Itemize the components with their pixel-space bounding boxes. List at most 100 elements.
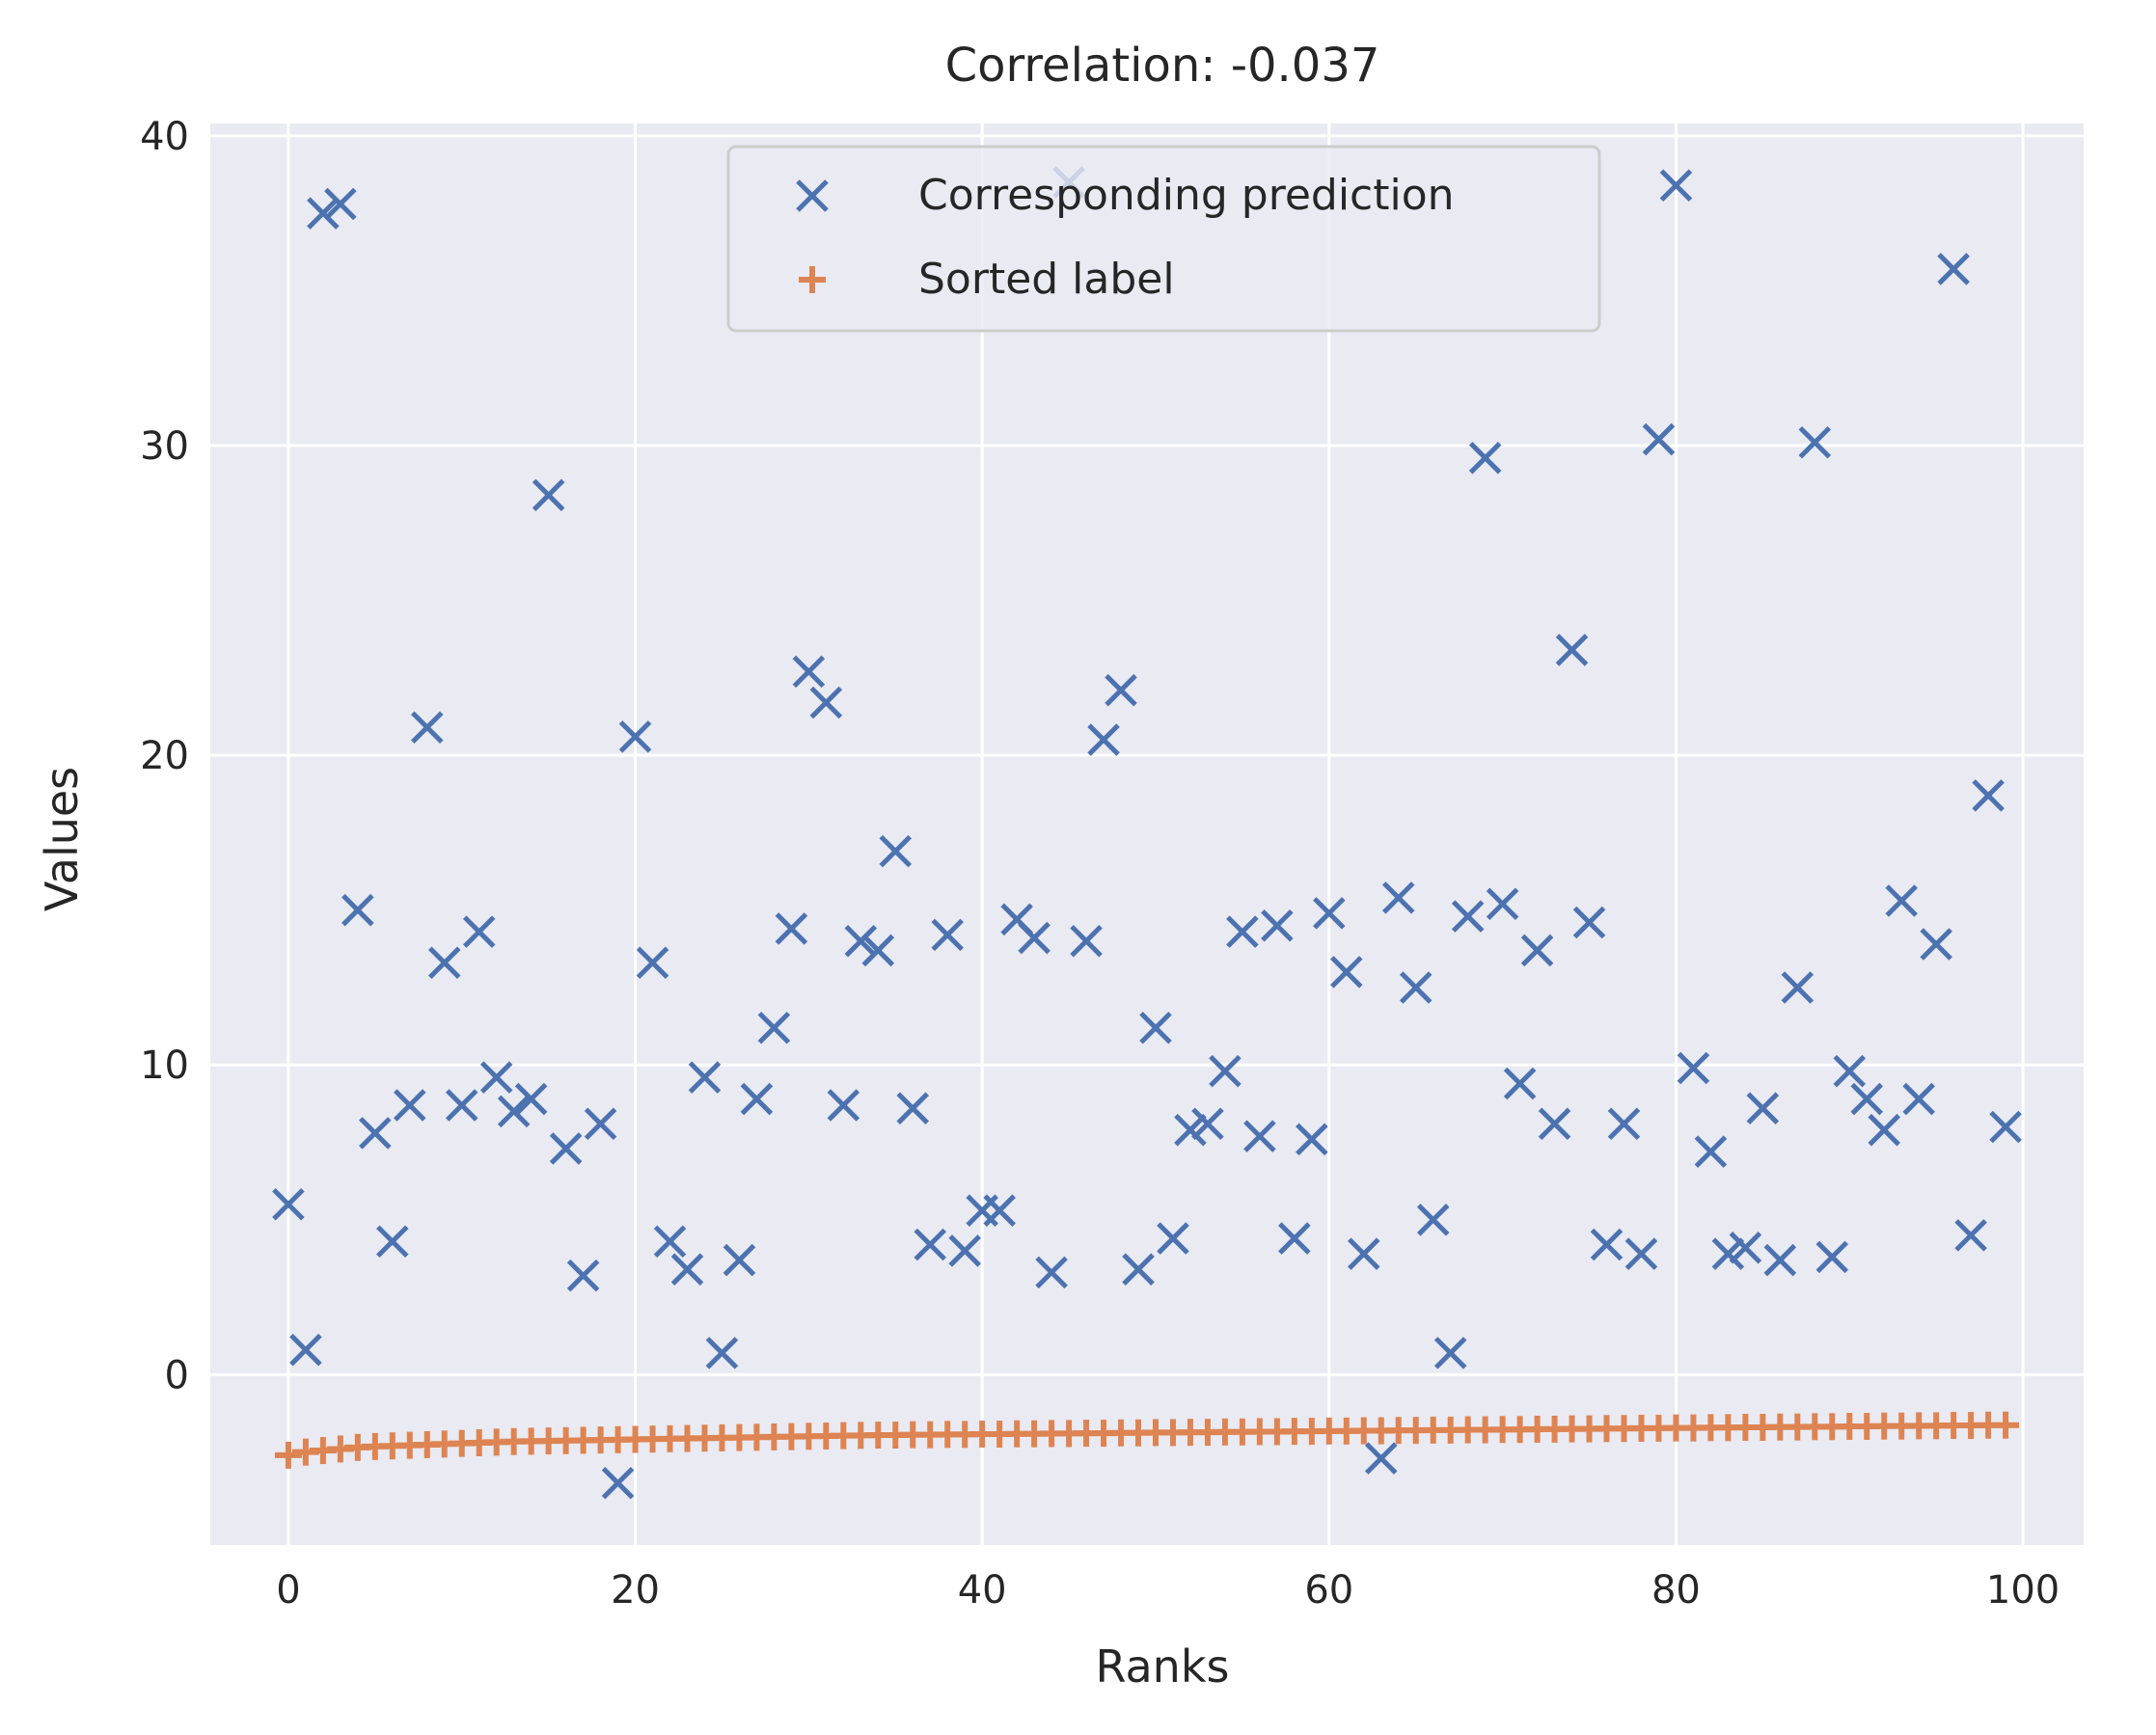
prediction-point bbox=[1348, 1237, 1380, 1270]
prediction-point bbox=[827, 1089, 860, 1122]
prediction-point bbox=[1572, 906, 1606, 939]
prediction-point bbox=[1433, 1337, 1467, 1369]
prediction-point bbox=[1538, 1107, 1571, 1141]
prediction-point bbox=[1850, 1082, 1883, 1116]
prediction-point bbox=[688, 1061, 722, 1094]
prediction-point bbox=[532, 478, 565, 512]
prediction-point bbox=[896, 1092, 930, 1125]
prediction-point bbox=[1711, 1237, 1745, 1270]
x-tick-label: 100 bbox=[1986, 1568, 2060, 1613]
prediction-point bbox=[359, 1117, 392, 1150]
legend-marker-sorted-label bbox=[799, 266, 826, 293]
y-tick-label: 30 bbox=[140, 424, 189, 469]
prediction-point bbox=[1972, 779, 2005, 812]
prediction-point bbox=[1607, 1107, 1641, 1141]
prediction-point bbox=[1209, 1054, 1242, 1088]
x-tick-label: 60 bbox=[1304, 1568, 1353, 1613]
prediction-point bbox=[670, 1253, 704, 1286]
prediction-point bbox=[809, 686, 843, 719]
prediction-point bbox=[948, 1234, 981, 1267]
prediction-point bbox=[1122, 1253, 1155, 1286]
prediction-point bbox=[1503, 1067, 1537, 1100]
prediction-point bbox=[1937, 253, 1970, 285]
prediction-point bbox=[1105, 673, 1137, 707]
prediction-point bbox=[653, 1225, 687, 1259]
prediction-point bbox=[879, 834, 913, 868]
prediction-point bbox=[983, 1194, 1016, 1227]
prediction-point bbox=[462, 915, 496, 948]
prediction-point bbox=[1763, 1243, 1797, 1277]
prediction-point bbox=[445, 1089, 478, 1122]
y-axis-label: Values bbox=[36, 767, 88, 911]
sorted-label-point bbox=[274, 1441, 302, 1469]
prediction-point bbox=[584, 1107, 617, 1141]
prediction-point bbox=[394, 1089, 426, 1122]
prediction-point bbox=[549, 1132, 583, 1165]
prediction-point bbox=[792, 655, 826, 689]
prediction-point bbox=[1833, 1054, 1867, 1088]
prediction-point bbox=[1261, 908, 1294, 942]
y-tick-label: 40 bbox=[140, 115, 189, 159]
y-tick-label: 20 bbox=[140, 734, 189, 778]
prediction-point bbox=[1486, 887, 1519, 921]
x-tick-label: 0 bbox=[276, 1568, 300, 1613]
legend-marker-prediction bbox=[796, 179, 829, 212]
x-tick-label: 20 bbox=[611, 1568, 660, 1613]
y-tick-label: 10 bbox=[140, 1044, 189, 1088]
prediction-point bbox=[1624, 1237, 1658, 1270]
prediction-point bbox=[1139, 1011, 1172, 1044]
prediction-point bbox=[479, 1061, 513, 1094]
legend-x-marker bbox=[796, 179, 829, 212]
x-tick-label: 40 bbox=[958, 1568, 1007, 1613]
prediction-point bbox=[1798, 425, 1832, 459]
prediction-point bbox=[1677, 1051, 1710, 1085]
prediction-point bbox=[861, 934, 895, 967]
data-series bbox=[272, 166, 2022, 1500]
plot-background bbox=[210, 123, 2084, 1545]
prediction-point bbox=[1296, 1123, 1328, 1156]
prediction-point bbox=[914, 1228, 946, 1261]
prediction-point bbox=[1313, 897, 1346, 930]
prediction-point bbox=[844, 925, 878, 958]
prediction-point bbox=[1729, 1231, 1762, 1264]
prediction-point bbox=[775, 912, 808, 945]
prediction-point bbox=[1746, 1092, 1780, 1125]
prediction-point bbox=[1590, 1228, 1624, 1261]
x-tick-labels: 0 20 40 60 80 100 bbox=[276, 1568, 2060, 1613]
chart-title: Correlation: -0.037 bbox=[945, 39, 1380, 93]
prediction-point bbox=[1364, 1442, 1398, 1475]
sorted-label-series bbox=[274, 1411, 2020, 1469]
prediction-point bbox=[1555, 634, 1589, 666]
prediction-point bbox=[1868, 1113, 1900, 1147]
prediction-point bbox=[1885, 884, 1918, 917]
prediction-point bbox=[272, 1187, 305, 1221]
prediction-point bbox=[1174, 1113, 1207, 1147]
prediction-point bbox=[1659, 169, 1693, 202]
prediction-point bbox=[1381, 881, 1415, 914]
prediction-point bbox=[1087, 723, 1120, 756]
prediction-point bbox=[1520, 934, 1554, 967]
prediction-point bbox=[1278, 1222, 1311, 1255]
x-tick-label: 80 bbox=[1651, 1568, 1701, 1613]
prediction-point bbox=[1694, 1135, 1728, 1168]
prediction-point bbox=[1954, 1219, 1987, 1252]
y-tick-label: 0 bbox=[165, 1353, 189, 1397]
prediction-point bbox=[1191, 1107, 1224, 1141]
prediction-point bbox=[411, 711, 444, 744]
prediction-point bbox=[1330, 956, 1363, 989]
prediction-series bbox=[272, 166, 2022, 1500]
prediction-point bbox=[376, 1225, 409, 1259]
prediction-point bbox=[705, 1337, 739, 1369]
x-axis-label: Ranks bbox=[1096, 1640, 1230, 1693]
prediction-point bbox=[514, 1082, 548, 1116]
prediction-point bbox=[636, 946, 669, 980]
legend-box bbox=[726, 145, 1601, 333]
prediction-point bbox=[1815, 1240, 1849, 1274]
prediction-point bbox=[497, 1095, 531, 1128]
legend-label-prediction: Corresponding prediction bbox=[918, 171, 1455, 220]
prediction-point bbox=[1989, 1110, 2022, 1144]
prediction-point bbox=[618, 720, 652, 753]
prediction-point bbox=[1781, 971, 1815, 1004]
sorted-label-point bbox=[1992, 1411, 2020, 1439]
